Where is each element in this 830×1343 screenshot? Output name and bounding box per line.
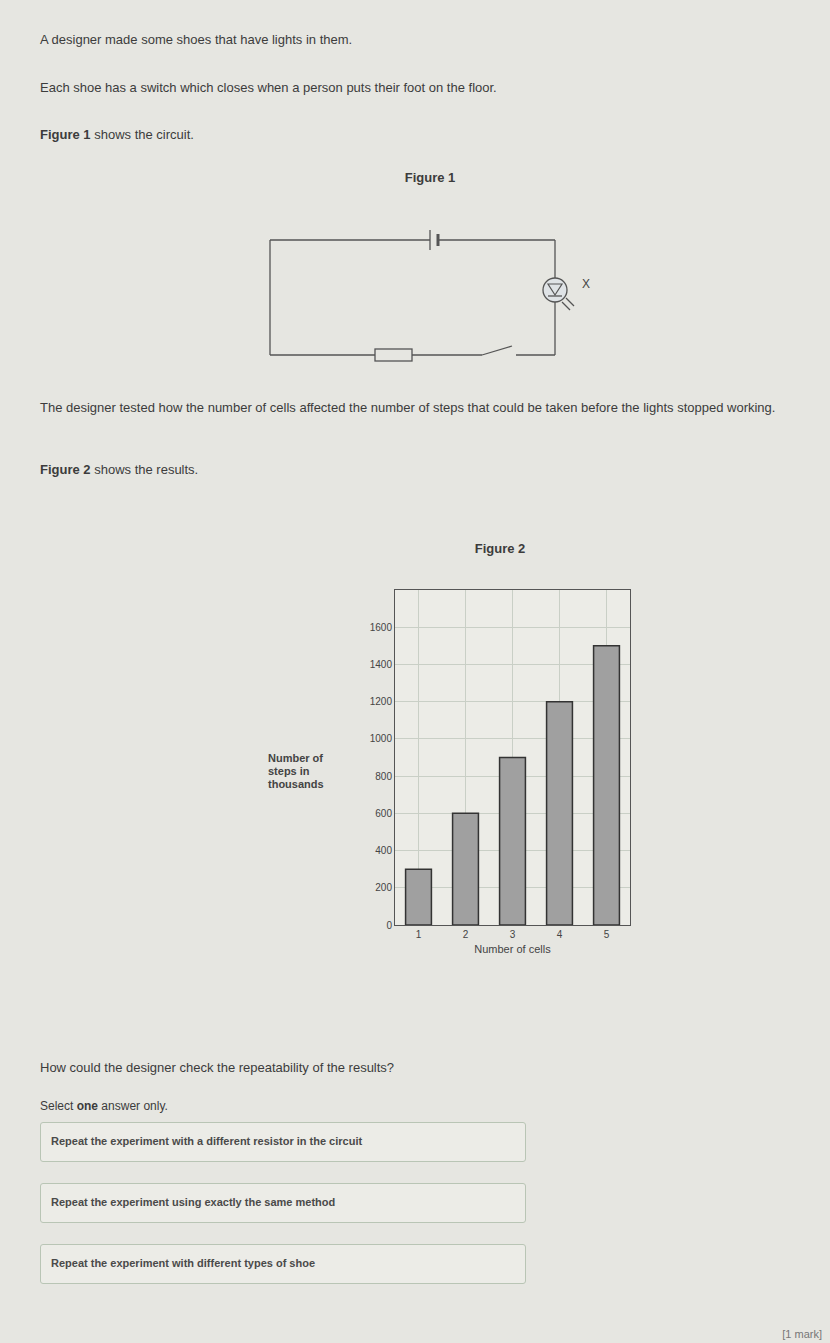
- svg-text:2: 2: [463, 929, 469, 940]
- html-text:Repeat the experiment using ex: Repeat the experiment using exactly the …: [51, 1196, 336, 1208]
- html-text:Figure 1: Figure 1: [404, 170, 456, 185]
- html-text:Select one answer only.: Select one answer only.: [40, 1099, 168, 1113]
- svg-text:3: 3: [510, 929, 516, 940]
- svg-text:1400: 1400: [370, 659, 393, 670]
- svg-text:1600: 1600: [370, 622, 393, 633]
- html-text:A designer made some shoes tha: A designer made some shoes that have lig…: [40, 32, 353, 47]
- svg-text:5: 5: [604, 929, 610, 940]
- html-text:Figure 1 shows the circuit.: Figure 1 shows the circuit.: [40, 127, 194, 142]
- svg-text:400: 400: [375, 845, 392, 856]
- svg-text:Number of cells: Number of cells: [474, 943, 551, 955]
- html-text:Each shoe has a switch which c: Each shoe has a switch which closes when…: [40, 80, 497, 95]
- html-text:How could the designer check t: How could the designer check the repeata…: [40, 1060, 395, 1075]
- svg-text:4: 4: [557, 929, 563, 940]
- svg-text:1000: 1000: [370, 733, 393, 744]
- svg-text:800: 800: [375, 771, 392, 782]
- svg-text:200: 200: [375, 882, 392, 893]
- html-text:[1 mark]: [1 mark]: [782, 1328, 822, 1340]
- html-text:Number of steps in thousands: Number of steps in thousands: [268, 752, 324, 790]
- html-text:The designer tested how the nu: The designer tested how the number of ce…: [40, 400, 776, 415]
- svg-text:600: 600: [375, 808, 392, 819]
- svg-text:1: 1: [416, 929, 422, 940]
- svg-text:1200: 1200: [370, 696, 393, 707]
- html-text:Repeat the experiment with dif: Repeat the experiment with different typ…: [51, 1257, 316, 1269]
- html-text:Figure 2 shows the results.: Figure 2 shows the results.: [40, 462, 199, 477]
- html-text:Figure 2: Figure 2: [474, 541, 526, 556]
- svg-text:X: X: [582, 277, 590, 291]
- html-text:Repeat the experiment with a d: Repeat the experiment with a different r…: [51, 1135, 363, 1147]
- svg-text:0: 0: [386, 920, 392, 931]
